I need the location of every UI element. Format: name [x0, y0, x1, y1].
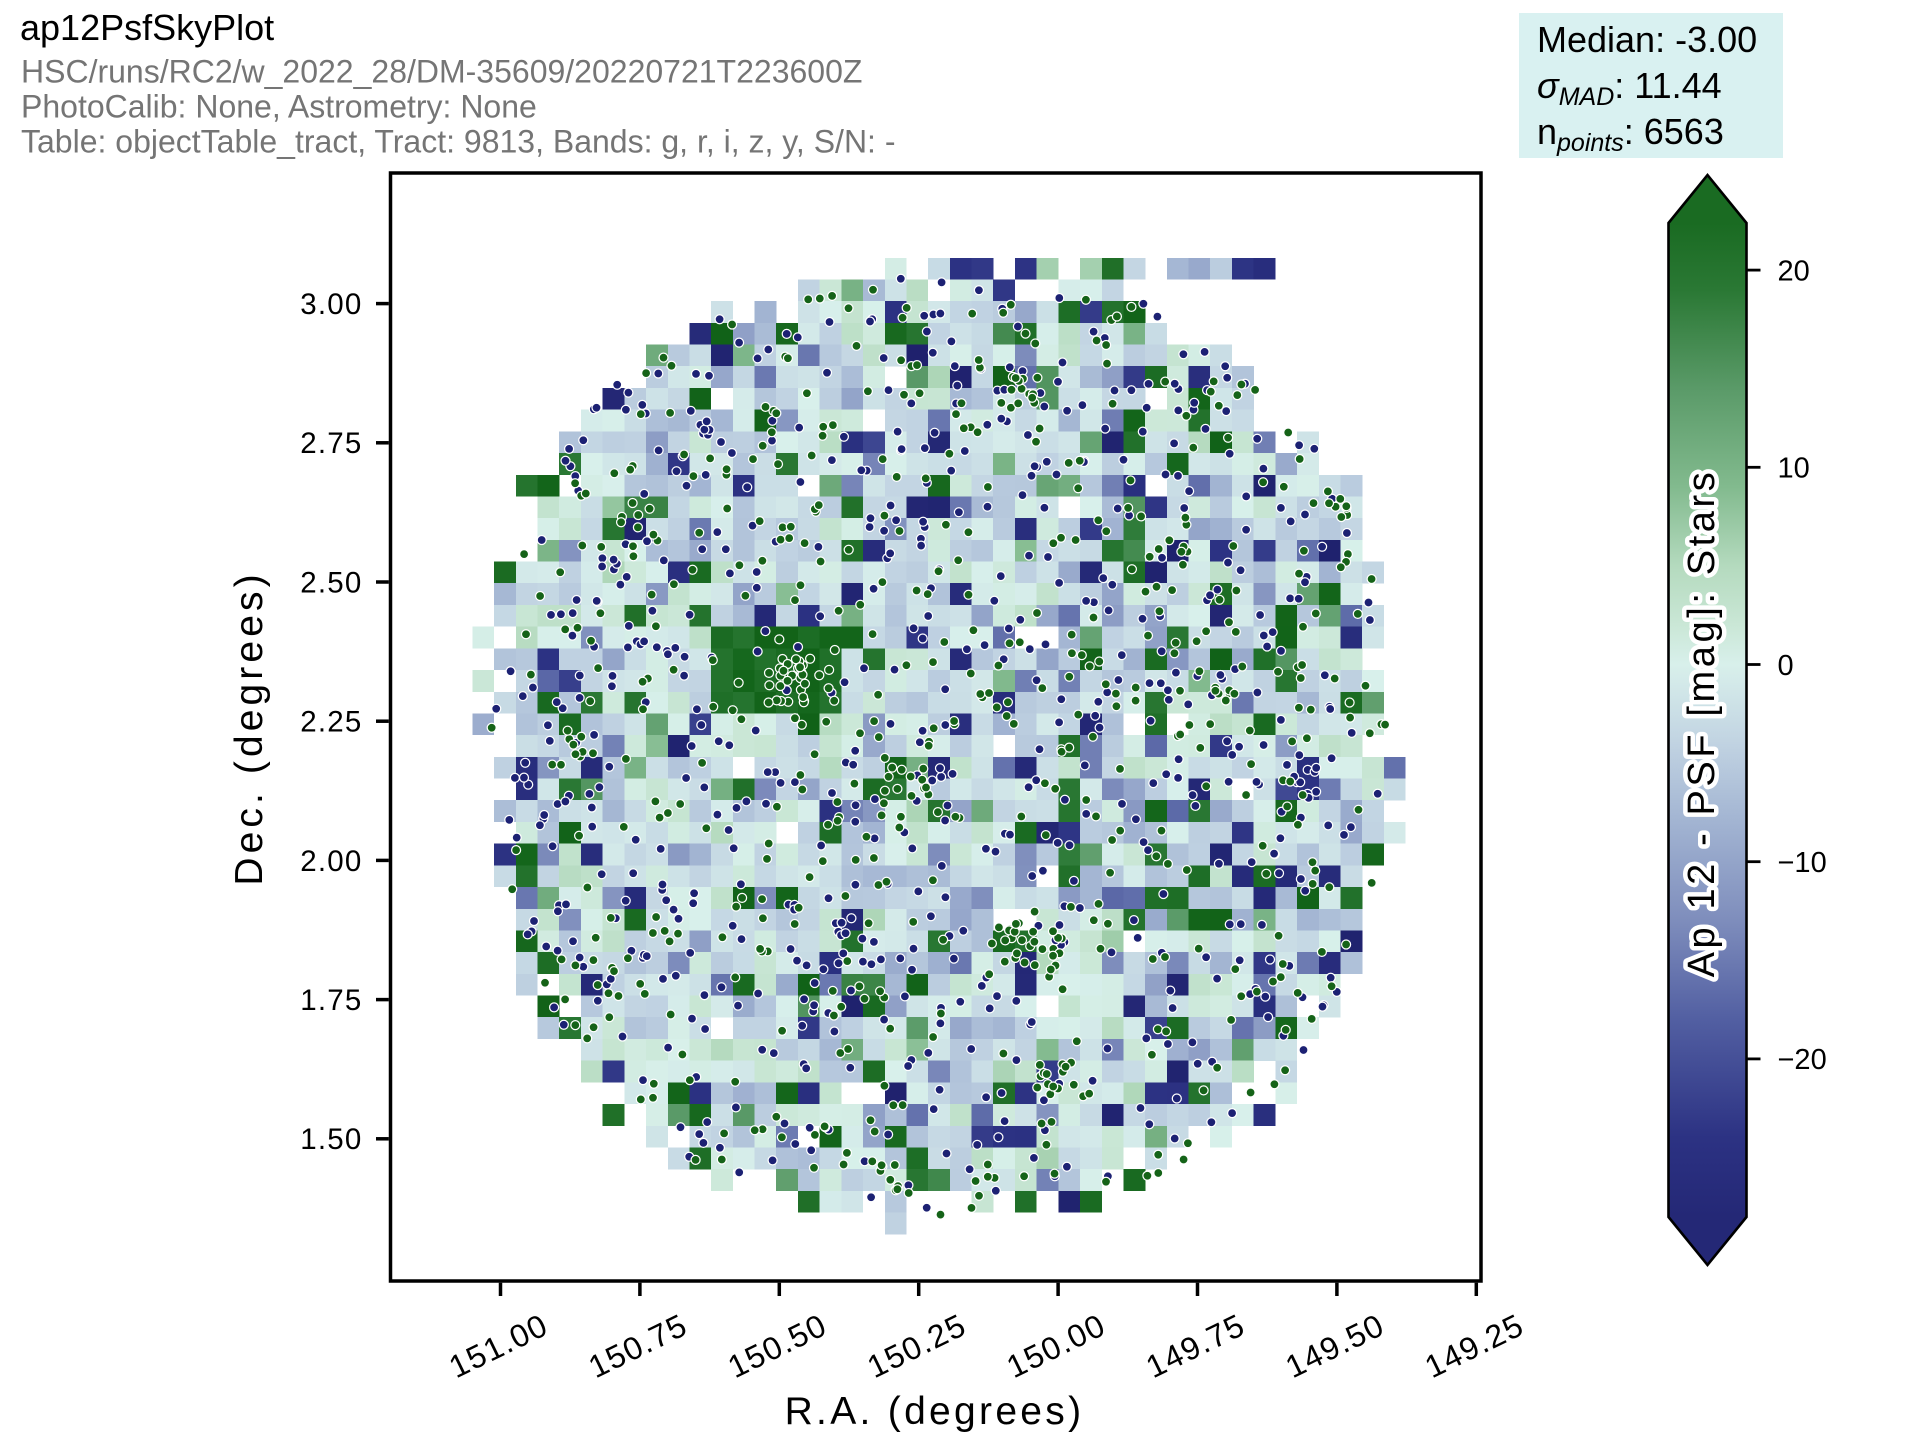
- svg-text:HSC/runs/RC2/w_2022_28/DM-3560: HSC/runs/RC2/w_2022_28/DM-35609/20220721…: [21, 54, 862, 90]
- svg-text:1.75: 1.75: [300, 984, 362, 1017]
- svg-text:2.50: 2.50: [300, 566, 362, 599]
- svg-text:Dec. (degrees): Dec. (degrees): [228, 570, 271, 885]
- svg-text:2.00: 2.00: [300, 845, 362, 878]
- svg-text:0: 0: [1778, 650, 1794, 682]
- svg-text:Ap 12 - PSF [mag]: Stars: Ap 12 - PSF [mag]: Stars: [1681, 469, 1723, 978]
- svg-text:2.75: 2.75: [300, 427, 362, 460]
- svg-text:ap12PsfSkyPlot: ap12PsfSkyPlot: [20, 7, 274, 48]
- svg-text:σMAD: 11.44: σMAD: 11.44: [1537, 65, 1722, 111]
- svg-text:R.A. (degrees): R.A. (degrees): [785, 1390, 1085, 1433]
- svg-text:−10: −10: [1778, 847, 1827, 879]
- svg-text:−20: −20: [1778, 1044, 1827, 1076]
- svg-text:1.50: 1.50: [300, 1123, 362, 1156]
- svg-text:3.00: 3.00: [300, 288, 362, 321]
- svg-text:20: 20: [1778, 255, 1810, 287]
- svg-text:2.25: 2.25: [300, 706, 362, 739]
- svg-text:Median: -3.00: Median: -3.00: [1537, 19, 1757, 60]
- svg-text:Table: objectTable_tract, Trac: Table: objectTable_tract, Tract: 9813, B…: [21, 124, 895, 160]
- svg-text:10: 10: [1778, 453, 1810, 485]
- svg-text:PhotoCalib: None, Astrometry:: PhotoCalib: None, Astrometry: None: [21, 89, 537, 125]
